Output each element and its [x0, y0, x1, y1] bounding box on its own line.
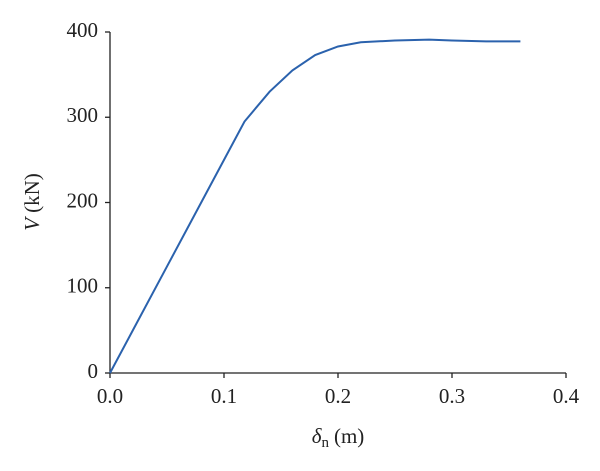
y-tick-label: 0 — [88, 359, 99, 383]
y-tick-label: 200 — [67, 188, 99, 212]
y-label-symbol: V — [20, 216, 44, 231]
x-label-subscript: n — [321, 435, 329, 451]
y-tick-label: 100 — [67, 274, 99, 298]
x-tick-label: 0.1 — [211, 384, 237, 408]
x-label-unit: (m) — [334, 424, 364, 448]
x-tick-label: 0.4 — [553, 384, 580, 408]
x-label-symbol: δ — [312, 424, 323, 448]
y-axis-label: V (kN) — [20, 173, 44, 230]
y-tick-label: 300 — [67, 103, 99, 127]
x-tick-label: 0.0 — [97, 384, 123, 408]
x-tick-label: 0.3 — [439, 384, 465, 408]
y-label-unit: (kN) — [20, 173, 44, 213]
y-tick-label: 400 — [67, 18, 99, 42]
data-line — [109, 38, 521, 374]
x-tick-label: 0.2 — [325, 384, 351, 408]
x-axis-label: δn (m) — [312, 424, 365, 452]
